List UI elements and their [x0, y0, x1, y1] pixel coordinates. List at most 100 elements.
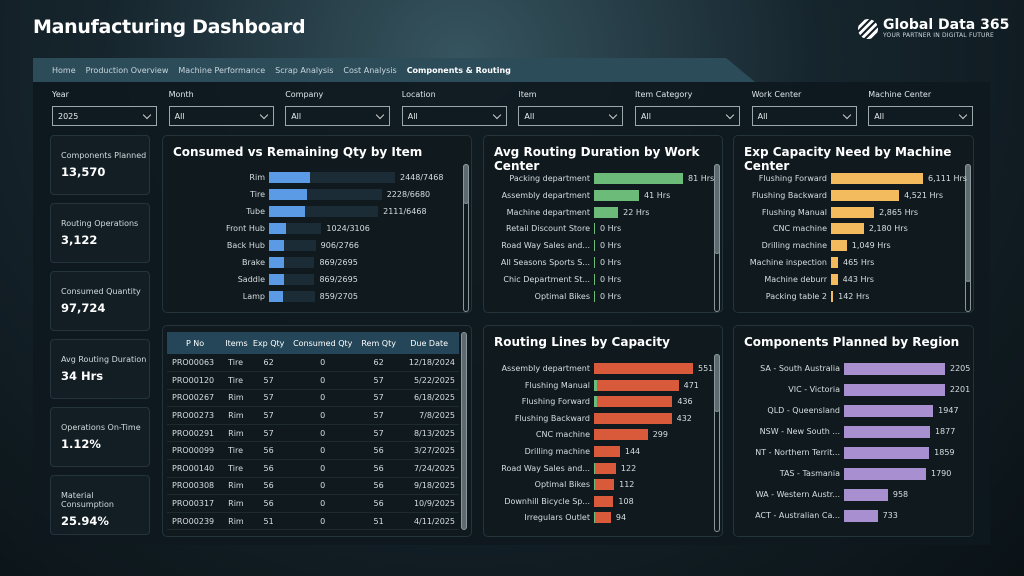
filter-dropdown[interactable]: All: [751, 106, 857, 126]
bar-total[interactable]: [269, 257, 315, 268]
bar[interactable]: [594, 429, 648, 441]
bar[interactable]: [594, 189, 640, 201]
table-row[interactable]: PRO00140 Tire 56 0 56 7/24/2025: [167, 459, 459, 478]
bar[interactable]: [594, 273, 595, 285]
bar[interactable]: [594, 462, 616, 474]
column-header[interactable]: Items: [223, 332, 250, 354]
table-cell: 51: [358, 512, 400, 531]
bar[interactable]: [831, 240, 847, 252]
filter-dropdown[interactable]: All: [285, 106, 391, 126]
filter-dropdown[interactable]: All: [168, 106, 274, 126]
bar[interactable]: [594, 363, 693, 374]
bar[interactable]: [831, 223, 864, 235]
scrollbar[interactable]: [714, 354, 720, 412]
table-row[interactable]: PRO00120 Tire 57 0 57 5/22/2025: [167, 371, 459, 390]
filter-item: Item All: [518, 90, 624, 126]
bar-consumed[interactable]: [269, 240, 285, 251]
column-header[interactable]: Exp Qty: [249, 332, 288, 354]
bar[interactable]: [594, 240, 595, 252]
column-header[interactable]: Consumed Qty: [287, 332, 359, 354]
bar[interactable]: [844, 489, 888, 501]
nav-tab-scrap-analysis[interactable]: Scrap Analysis: [275, 65, 334, 75]
bar-consumed[interactable]: [269, 223, 287, 234]
nav-tab-home[interactable]: Home: [52, 65, 76, 75]
bar-total[interactable]: [269, 274, 315, 285]
table-row[interactable]: PRO00099 Tire 56 0 56 3/27/2025: [167, 441, 459, 461]
bar[interactable]: [594, 223, 595, 235]
bar[interactable]: [844, 510, 878, 522]
bar-consumed[interactable]: [269, 274, 284, 285]
nav-tab-cost-analysis[interactable]: Cost Analysis: [343, 65, 397, 75]
data-label: 2,180 Hrs: [868, 224, 908, 234]
bar[interactable]: [844, 447, 930, 459]
bar[interactable]: [594, 290, 595, 302]
bar[interactable]: [594, 412, 672, 424]
table-row[interactable]: PRO00063 Tire 62 0 62 12/18/2024: [167, 354, 459, 373]
bar[interactable]: [831, 290, 834, 302]
table-row[interactable]: PRO00239 Rim 51 0 51 4/11/2025: [167, 512, 459, 531]
filter-dropdown[interactable]: All: [868, 106, 974, 126]
bar[interactable]: [831, 189, 900, 201]
bar[interactable]: [831, 206, 875, 218]
bar-total[interactable]: [269, 240, 316, 251]
bar[interactable]: [594, 446, 620, 457]
nav-tab-production-overview[interactable]: Production Overview: [85, 65, 169, 75]
bar[interactable]: [844, 384, 945, 396]
table-row[interactable]: PRO00267 Rim 57 0 57 6/18/2025: [167, 389, 459, 408]
bar-segment[interactable]: [594, 379, 598, 391]
table-cell: Rim: [223, 424, 250, 443]
bar-consumed[interactable]: [269, 206, 305, 217]
bar[interactable]: [844, 426, 930, 438]
scrollbar[interactable]: [463, 164, 469, 204]
bar[interactable]: [594, 512, 611, 524]
table-cell: Rim: [223, 406, 250, 425]
nav-tab-machine-performance[interactable]: Machine Performance: [178, 65, 266, 75]
bar[interactable]: [594, 206, 619, 218]
bar-consumed[interactable]: [269, 291, 284, 302]
bar-total[interactable]: [269, 172, 395, 183]
bar[interactable]: [844, 405, 934, 417]
bar[interactable]: [844, 468, 926, 480]
filter-dropdown[interactable]: All: [518, 106, 624, 126]
scrollbar[interactable]: [714, 164, 720, 254]
bar-total[interactable]: [269, 223, 322, 234]
table-row[interactable]: PRO00291 Rim 57 0 57 8/13/2025: [167, 424, 459, 443]
bar-segment[interactable]: [594, 396, 597, 408]
bar[interactable]: [594, 396, 673, 408]
bar[interactable]: [831, 173, 923, 184]
bar[interactable]: [594, 173, 683, 184]
filter-dropdown[interactable]: All: [401, 106, 507, 126]
bar-consumed[interactable]: [269, 257, 284, 268]
data-label: 859/2705: [319, 292, 358, 301]
kpi-value: 34 Hrs: [61, 369, 104, 383]
column-header[interactable]: P No: [167, 332, 224, 354]
table-row[interactable]: PRO00308 Rim 56 0 56 9/18/2025: [167, 477, 459, 496]
scrollbar[interactable]: [965, 164, 971, 282]
filter-dropdown[interactable]: 2025: [52, 106, 157, 126]
scrollbar[interactable]: [461, 332, 467, 530]
kpi-card: Routing Operations 3,122: [50, 203, 150, 263]
column-header[interactable]: Due Date: [399, 332, 459, 354]
bar-total[interactable]: [269, 189, 382, 200]
filter-month: Month All: [168, 90, 274, 126]
bar-total[interactable]: [269, 291, 315, 302]
bar-consumed[interactable]: [269, 189, 307, 200]
bar[interactable]: [594, 257, 595, 268]
bar[interactable]: [844, 363, 945, 375]
nav-tab-components-routing[interactable]: Components & Routing: [406, 65, 511, 75]
bar[interactable]: [594, 495, 614, 507]
bar[interactable]: [831, 273, 838, 285]
bar-consumed[interactable]: [269, 172, 311, 183]
table-cell: Rim: [223, 477, 250, 496]
filter-dropdown[interactable]: All: [635, 106, 740, 126]
data-label: 6,111 Hrs: [928, 174, 967, 183]
table-row[interactable]: PRO00317 Rim 56 0 56 10/9/2025: [167, 494, 459, 513]
bar-total[interactable]: [269, 206, 379, 217]
bar[interactable]: [594, 479, 615, 491]
data-label: 2111/6468: [383, 207, 427, 216]
table-row[interactable]: PRO00273 Rim 57 0 57 7/8/2025: [167, 406, 459, 425]
table-cell: 62: [358, 354, 400, 373]
column-header[interactable]: Rem Qty: [358, 332, 400, 354]
bar[interactable]: [594, 379, 679, 391]
bar[interactable]: [831, 257, 838, 268]
